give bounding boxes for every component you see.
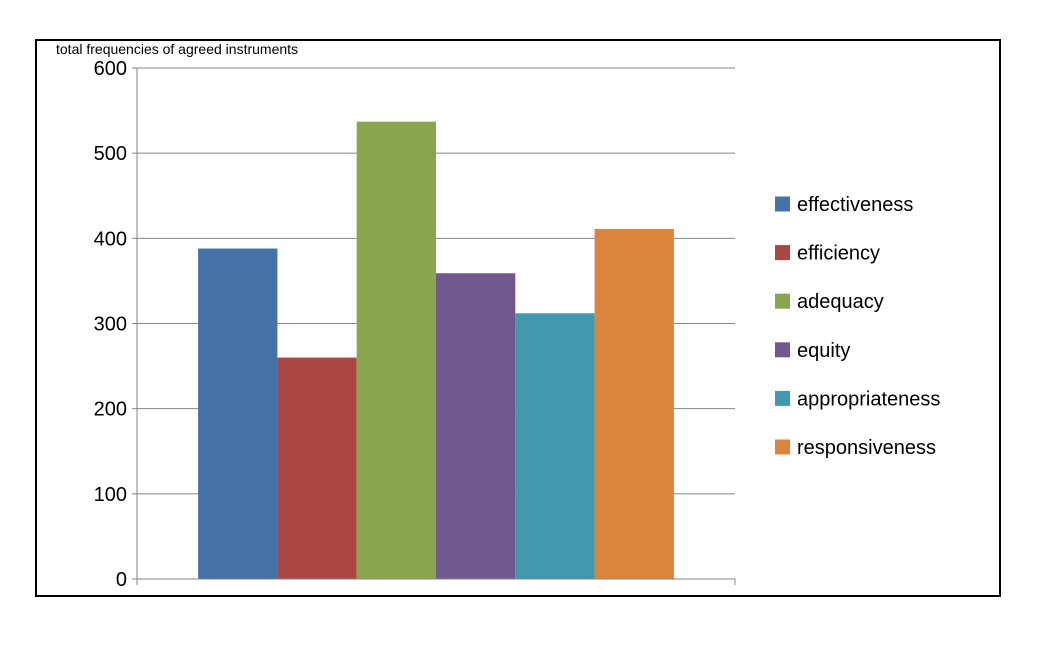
y-tick-label: 200 <box>94 399 127 421</box>
legend-label-adequacy: adequacy <box>797 291 884 313</box>
legend-swatch-responsiveness <box>775 439 790 455</box>
y-tick-label: 300 <box>94 314 127 336</box>
legend-swatch-efficiency <box>775 245 790 261</box>
bars <box>198 121 674 579</box>
y-tick-label: 500 <box>94 143 127 165</box>
y-tick-label: 0 <box>116 569 127 591</box>
legend-label-effectiveness: effectiveness <box>797 194 913 216</box>
y-tick-label: 100 <box>94 484 127 506</box>
legend-swatch-equity <box>775 342 790 358</box>
bar-adequacy <box>356 121 436 579</box>
bar-effectiveness <box>198 248 278 579</box>
legend-label-equity: equity <box>797 340 850 362</box>
bar-efficiency <box>277 357 357 579</box>
legend-swatch-appropriateness <box>775 390 790 406</box>
legend-label-responsiveness: responsiveness <box>797 437 936 459</box>
y-tick-label: 600 <box>94 58 127 80</box>
y-axis-title: total frequencies of agreed instruments <box>56 41 298 57</box>
legend-swatch-effectiveness <box>775 196 790 212</box>
y-tick-labels: 0 100 200 300 400 500 600 <box>94 58 736 591</box>
legend-label-efficiency: efficiency <box>797 243 880 265</box>
legend: effectiveness efficiency adequacy equity app… <box>775 194 940 459</box>
y-tick-label: 400 <box>94 228 127 250</box>
bar-equity <box>436 273 516 579</box>
legend-swatch-adequacy <box>775 293 790 309</box>
legend-label-appropriateness: appropriateness <box>797 388 940 410</box>
bar-appropriateness <box>515 313 595 579</box>
bar-responsiveness <box>594 228 674 579</box>
